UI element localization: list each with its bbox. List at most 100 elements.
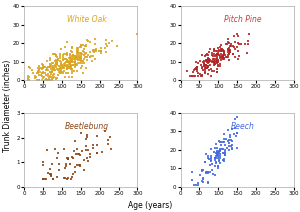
Point <box>214 153 219 156</box>
Point <box>226 55 230 58</box>
Point <box>194 70 199 73</box>
Point <box>49 63 54 66</box>
Point <box>215 61 220 65</box>
Point <box>63 72 68 75</box>
Point <box>48 65 53 68</box>
Point <box>41 71 46 74</box>
Point <box>67 63 72 67</box>
Point <box>214 70 219 74</box>
Point <box>212 62 217 65</box>
Point <box>200 75 205 78</box>
Point <box>202 64 207 68</box>
Point <box>73 139 77 143</box>
Point <box>60 57 65 61</box>
Point <box>85 59 90 62</box>
Point <box>58 62 63 65</box>
Point <box>75 50 80 53</box>
Point <box>219 55 224 58</box>
Point <box>67 56 72 60</box>
Point <box>72 63 77 66</box>
Point <box>59 71 64 74</box>
Point <box>75 63 80 67</box>
Point <box>65 54 70 57</box>
Point <box>222 143 227 147</box>
Point <box>233 117 238 121</box>
Point <box>207 68 212 72</box>
Point <box>229 43 234 46</box>
Point <box>78 43 83 47</box>
Point <box>221 159 226 163</box>
Point <box>92 50 97 53</box>
Point <box>191 75 196 78</box>
Point <box>36 67 41 71</box>
Point <box>74 70 79 73</box>
Point <box>194 183 198 186</box>
Point <box>52 63 57 67</box>
Point <box>33 74 38 78</box>
Point <box>86 148 91 151</box>
Point <box>199 63 204 66</box>
Point <box>233 40 238 43</box>
Point <box>78 55 83 59</box>
Point <box>225 43 230 46</box>
Point <box>76 48 81 52</box>
Point <box>79 55 84 58</box>
Point <box>76 61 80 64</box>
Point <box>231 35 236 38</box>
Point <box>228 134 232 137</box>
Point <box>78 56 83 60</box>
Point <box>211 58 216 61</box>
Point <box>46 65 51 68</box>
Point <box>48 172 53 176</box>
Point <box>206 171 210 174</box>
Point <box>222 53 226 56</box>
Point <box>59 70 64 73</box>
Point <box>90 54 95 58</box>
Point <box>26 66 31 69</box>
Point <box>226 141 231 144</box>
Point <box>202 61 206 64</box>
Point <box>91 146 95 149</box>
Point <box>222 153 227 156</box>
Point <box>40 66 45 70</box>
Point <box>50 75 55 79</box>
Point <box>91 49 95 52</box>
Point <box>194 65 199 68</box>
Point <box>214 49 219 52</box>
Point <box>222 132 227 135</box>
Point <box>214 162 219 165</box>
Point <box>69 59 74 63</box>
Point <box>64 59 69 62</box>
Point <box>79 64 84 67</box>
Point <box>83 44 88 47</box>
Point <box>231 52 236 55</box>
Point <box>83 138 88 141</box>
Point <box>226 53 231 57</box>
Point <box>220 54 224 58</box>
Point <box>74 56 78 59</box>
Point <box>214 56 219 60</box>
Point <box>205 60 210 63</box>
Point <box>115 44 119 48</box>
Point <box>223 151 227 155</box>
Point <box>75 52 80 55</box>
Point <box>26 78 30 82</box>
Point <box>190 75 194 78</box>
Point <box>40 77 45 80</box>
Point <box>205 61 210 64</box>
Point <box>212 48 216 51</box>
Point <box>52 67 57 71</box>
Point <box>206 58 211 61</box>
Point <box>60 66 65 70</box>
Point <box>40 78 45 82</box>
Point <box>26 76 30 80</box>
Point <box>237 43 242 46</box>
Point <box>218 54 223 57</box>
Point <box>69 155 74 159</box>
Point <box>105 45 110 48</box>
Point <box>70 57 75 60</box>
Point <box>205 52 210 56</box>
Point <box>204 59 209 62</box>
Point <box>225 139 230 143</box>
Point <box>216 61 220 64</box>
